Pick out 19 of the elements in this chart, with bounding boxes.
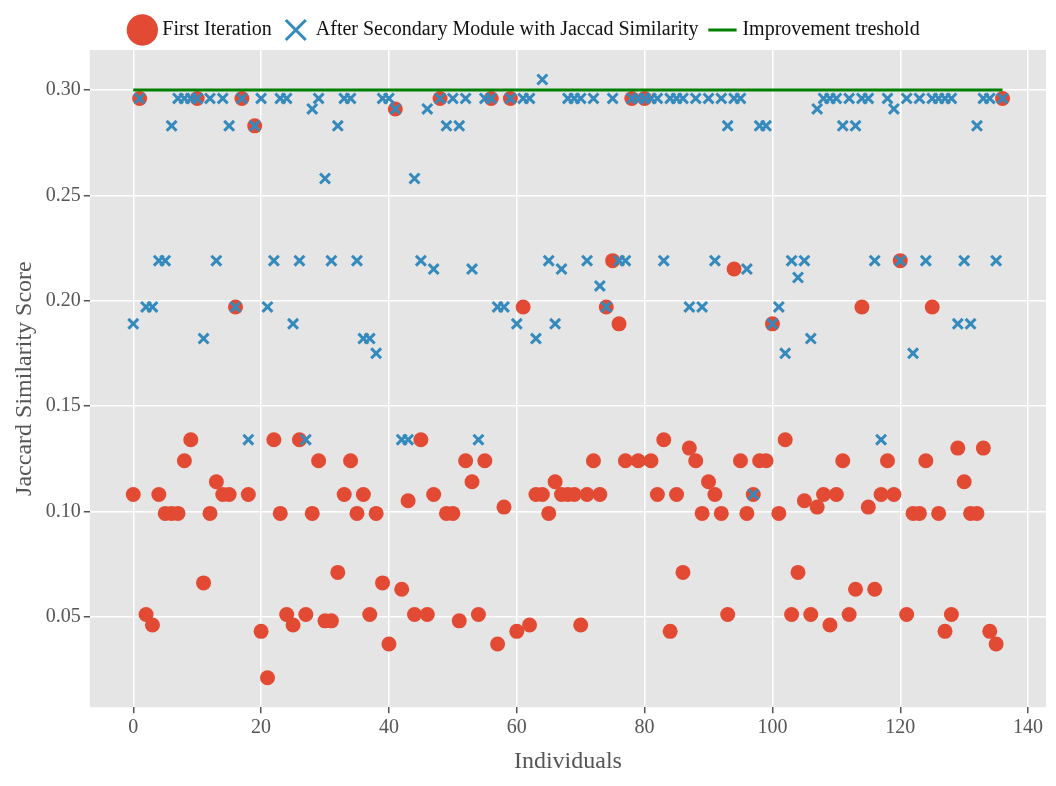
y-tick-label: 0.05 bbox=[45, 603, 81, 626]
x-tick-label: 80 bbox=[634, 715, 655, 738]
x-tick-label: 40 bbox=[378, 715, 399, 738]
x-tick-label: 120 bbox=[885, 715, 916, 738]
y-tick-label: 0.25 bbox=[45, 182, 81, 205]
x-tick-label: 20 bbox=[251, 715, 272, 738]
x-tick-label: 140 bbox=[1013, 715, 1044, 738]
legend-label: First Iteration bbox=[162, 17, 272, 40]
x-tick-label: 60 bbox=[506, 715, 527, 738]
y-axis-title: Jaccard Similarity Score bbox=[9, 261, 36, 496]
x-tick-label: 0 bbox=[128, 715, 139, 738]
y-tick-label: 0.20 bbox=[45, 287, 81, 310]
x-tick-label: 100 bbox=[757, 715, 788, 738]
y-tick-label: 0.30 bbox=[45, 77, 81, 100]
x-axis-title: Individuals bbox=[513, 746, 622, 773]
legend-label: After Secondary Module with Jaccad Similarity bbox=[315, 17, 699, 41]
y-tick-label: 0.10 bbox=[45, 498, 81, 521]
legend-label: Improvement treshold bbox=[742, 17, 920, 41]
y-tick-label: 0.15 bbox=[45, 393, 81, 416]
